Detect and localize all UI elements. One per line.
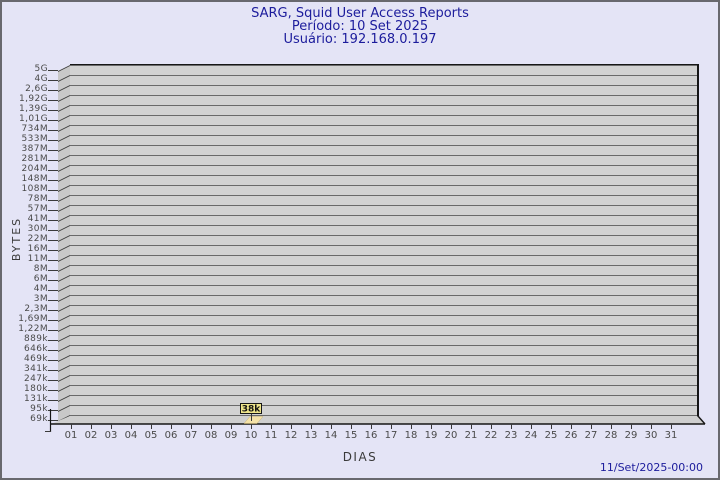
y-tick-label: 180k: [24, 384, 48, 394]
x-tick-label: 03: [104, 430, 118, 441]
x-tick-label: 17: [384, 430, 398, 441]
x-tick-label: 04: [124, 430, 138, 441]
x-tick-label: 05: [144, 430, 158, 441]
x-tick-label: 26: [564, 430, 578, 441]
y-tick-label: 57M: [27, 204, 48, 214]
x-tick-label: 09: [224, 430, 238, 441]
y-tick-label: 734M: [21, 124, 48, 134]
chart-user: Usuário: 192.168.0.197: [283, 32, 437, 47]
x-tick-label: 10: [244, 430, 258, 441]
y-tick-label: 69k: [30, 414, 48, 424]
y-tick-label: 646k: [24, 344, 48, 354]
left-wall: [58, 65, 70, 423]
y-tick-label: 6M: [33, 274, 48, 284]
y-tick-label: 2,6G: [25, 84, 48, 94]
x-tick-label: 01: [64, 430, 78, 441]
y-tick-label: 8M: [33, 264, 48, 274]
y-tick-label: 1,92G: [18, 94, 48, 104]
y-tick-label: 204M: [21, 164, 48, 174]
x-tick-label: 18: [404, 430, 418, 441]
plot-area: [70, 64, 699, 416]
footer-timestamp: 11/Set/2025-00:00: [599, 461, 703, 474]
y-tick-label: 108M: [21, 184, 48, 194]
x-tick-label: 15: [344, 430, 358, 441]
y-tick-label: 41M: [27, 214, 48, 224]
y-tick-label: 11M: [27, 254, 48, 264]
floor-right-edge: [696, 415, 706, 425]
x-tick-label: 06: [164, 430, 178, 441]
x-tick-label: 23: [504, 430, 518, 441]
x-tick-label: 12: [284, 430, 298, 441]
x-tick-label: 22: [484, 430, 498, 441]
y-tick-label: 889k: [24, 334, 48, 344]
x-tick-label: 29: [624, 430, 638, 441]
y-tick-label: 1,39G: [18, 104, 48, 114]
x-tick-label: 25: [544, 430, 558, 441]
chart-floor: [51, 416, 705, 424]
x-axis-title: DIAS: [342, 450, 378, 464]
y-tick-label: 281M: [21, 154, 48, 164]
x-tick-marks: [71, 424, 673, 429]
x-tick-label: 19: [424, 430, 438, 441]
y-tick-label: 3M: [33, 294, 48, 304]
y-tick-label: 78M: [27, 194, 48, 204]
y-tick-label: 148M: [21, 174, 48, 184]
y-tick-label: 2,3M: [24, 304, 48, 314]
y-tick-label: 5G: [34, 64, 48, 74]
y-tick-label: 30M: [27, 224, 48, 234]
y-tick-label: 1,22M: [18, 324, 48, 334]
y-tick-label: 22M: [27, 234, 48, 244]
x-tick-label: 13: [304, 430, 318, 441]
y-tick-label: 341k: [24, 364, 48, 374]
chart-title: SARG, Squid User Access Reports: [251, 6, 469, 21]
x-tick-label: 08: [204, 430, 218, 441]
x-tick-label: 14: [324, 430, 338, 441]
x-tick-label: 31: [664, 430, 678, 441]
x-tick-label: 20: [444, 430, 458, 441]
y-tick-label: 4M: [33, 284, 48, 294]
y-tick-marks: [48, 70, 58, 421]
x-tick-label: 24: [524, 430, 538, 441]
y-tick-label: 469k: [24, 354, 48, 364]
x-tick-label: 27: [584, 430, 598, 441]
y-tick-label: 4G: [34, 74, 48, 84]
x-tick-label: 21: [464, 430, 478, 441]
x-tick-label: 30: [644, 430, 658, 441]
chart-period: Período: 10 Set 2025: [291, 19, 429, 34]
chart-header: SARG, Squid User Access Reports Período:…: [2, 7, 718, 46]
x-tick-label: 16: [364, 430, 378, 441]
y-tick-label: 387M: [21, 144, 48, 154]
y-tick-label: 247k: [24, 374, 48, 384]
x-tick-label: 02: [84, 430, 98, 441]
y-tick-label: 533M: [21, 134, 48, 144]
x-tick-label: 11: [264, 430, 278, 441]
y-tick-label: 95k: [30, 404, 48, 414]
y-tick-label: 16M: [27, 244, 48, 254]
y-tick-label: 1,69M: [18, 314, 48, 324]
x-tick-label: 07: [184, 430, 198, 441]
y-tick-label: 131k: [24, 394, 48, 404]
x-tick-label: 28: [604, 430, 618, 441]
y-tick-label: 1,01G: [18, 114, 48, 124]
bar: [243, 416, 264, 424]
